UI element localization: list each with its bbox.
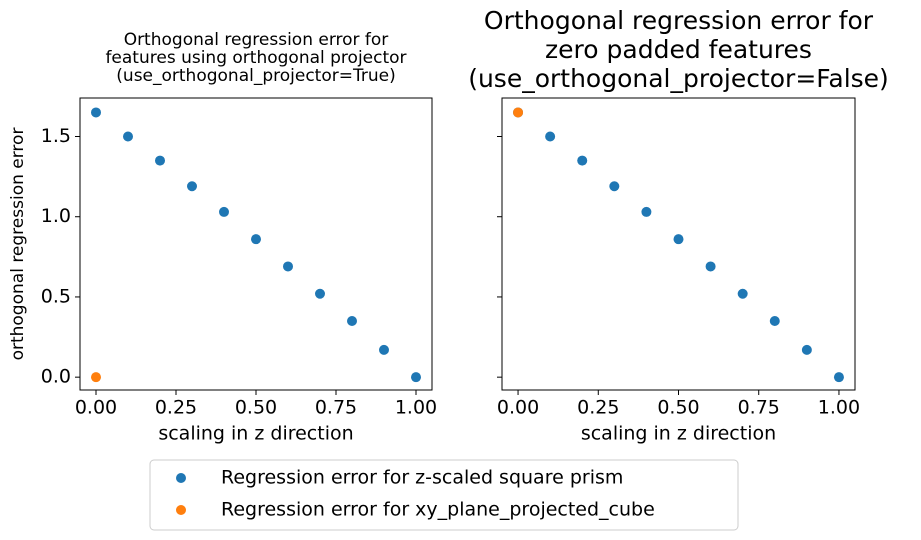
scatter-point — [91, 107, 101, 118]
scatter-point — [769, 316, 780, 327]
scatter-point — [705, 261, 716, 272]
x-tick-label: 0.25 — [155, 397, 197, 419]
scatter-point — [673, 234, 684, 245]
scatter-point — [91, 372, 101, 383]
legend-marker — [176, 505, 186, 515]
scatter-point — [187, 181, 197, 192]
scatter-point — [251, 234, 261, 245]
scatter-point — [123, 131, 133, 142]
scatter-point — [833, 372, 844, 383]
chart-title: (use_orthogonal_projector=False) — [468, 64, 889, 93]
x-tick-label: 0.75 — [738, 397, 780, 419]
scatter-point — [347, 316, 357, 327]
x-tick-label: 1.00 — [395, 397, 437, 419]
x-tick-label: 0.50 — [657, 397, 699, 419]
scatter-point — [609, 181, 620, 192]
y-tick-label: 0.5 — [41, 285, 71, 307]
chart-title: zero padded features — [545, 35, 812, 64]
y-tick-label: 0.0 — [41, 366, 71, 388]
scatter-point — [155, 155, 165, 166]
x-axis-label: scaling in z direction — [158, 423, 353, 445]
scatter-point — [801, 344, 812, 355]
y-axis-label: orthogonal regression error — [8, 128, 28, 361]
legend-label: Regression error for z-scaled square pri… — [221, 467, 623, 489]
x-tick-label: 1.00 — [818, 397, 860, 419]
scatter-point — [737, 288, 748, 299]
x-tick-label: 0.75 — [315, 397, 357, 419]
x-tick-label: 0.50 — [235, 397, 277, 419]
x-tick-label: 0.00 — [75, 397, 117, 419]
scatter-point — [513, 107, 524, 118]
legend-marker — [176, 473, 186, 483]
scatter-point — [411, 372, 421, 383]
scatter-point — [315, 288, 325, 299]
scatter-point — [545, 131, 556, 142]
scatter-point — [577, 155, 588, 166]
y-tick-label: 1.0 — [41, 205, 71, 227]
scatter-point — [379, 344, 389, 355]
x-axis-label: scaling in z direction — [581, 423, 776, 445]
scatter-point — [641, 206, 652, 217]
chart-title: features using orthogonal projector — [105, 48, 406, 68]
chart-title: Orthogonal regression error for — [484, 6, 874, 35]
chart-title: Orthogonal regression error for — [124, 30, 389, 50]
scatter-point — [219, 206, 229, 217]
x-tick-label: 0.00 — [497, 397, 539, 419]
x-tick-label: 0.25 — [577, 397, 619, 419]
legend-box — [149, 459, 739, 531]
y-tick-label: 1.5 — [41, 125, 71, 147]
chart-title: (use_orthogonal_projector=True) — [116, 66, 395, 86]
legend-label: Regression error for xy_plane_projected_… — [221, 499, 655, 521]
scatter-point — [283, 261, 293, 272]
